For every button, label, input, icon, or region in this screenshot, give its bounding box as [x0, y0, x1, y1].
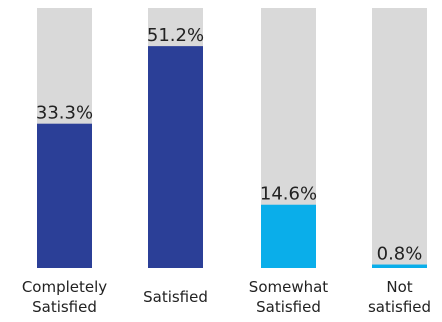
bar-satisfied	[148, 46, 203, 269]
value-label-not-satisfied: 0.8%	[377, 244, 423, 265]
value-label-somewhat-satisfied: 14.6%	[260, 184, 317, 205]
bar-track-not-satisfied	[372, 8, 427, 268]
category-label-not-satisfied: Not satisfied	[368, 278, 431, 316]
value-label-completely-satisfied: 33.3%	[36, 103, 93, 124]
category-label-somewhat-satisfied: Somewhat Satisfied	[249, 278, 329, 316]
value-label-satisfied: 51.2%	[147, 25, 204, 46]
category-label-completely-satisfied: Completely Satisfied	[22, 278, 107, 316]
bar-completely-satisfied	[37, 123, 92, 268]
category-label-satisfied: Satisfied	[143, 288, 208, 306]
bar-not-satisfied	[372, 264, 427, 268]
bar-somewhat-satisfied	[261, 204, 316, 268]
